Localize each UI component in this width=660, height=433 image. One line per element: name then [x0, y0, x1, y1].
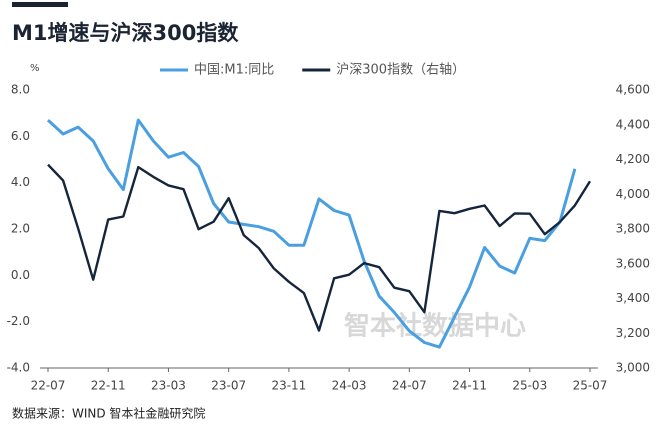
- title-bar: [12, 2, 68, 7]
- y-tick-label: 4.0: [11, 175, 30, 189]
- y-tick-label: 8.0: [11, 83, 30, 97]
- y2-tick-label: 3,400: [616, 291, 650, 305]
- y-tick-label: -2.0: [7, 314, 30, 328]
- y2-tick-label: 3,000: [616, 361, 650, 375]
- x-tick-label: 23-07: [211, 379, 246, 393]
- x-tick-label: 25-03: [512, 379, 547, 393]
- y-tick-label: 6.0: [11, 129, 30, 143]
- y2-tick-label: 3,200: [616, 326, 650, 340]
- x-tick-label: 23-11: [271, 379, 306, 393]
- x-tick-label: 23-03: [151, 379, 186, 393]
- y2-tick-label: 4,000: [616, 187, 650, 201]
- series-line: [46, 118, 577, 349]
- watermark: 智本社数据中心: [344, 311, 526, 342]
- y-tick-label: 2.0: [11, 222, 30, 236]
- y-tick-label: -4.0: [7, 361, 30, 375]
- y2-tick-label: 4,200: [616, 152, 650, 166]
- source: 数据来源：WIND 智本社金融研究院: [12, 406, 205, 421]
- y-unit: %: [30, 63, 40, 74]
- x-tick-label: 22-11: [91, 379, 126, 393]
- series-line: [47, 163, 592, 332]
- legend-label: 中国:M1:同比: [194, 63, 274, 78]
- y2-tick-label: 3,600: [616, 256, 650, 270]
- y-tick-label: 0.0: [11, 268, 30, 282]
- y2-tick-label: 3,800: [616, 222, 650, 236]
- y2-tick-label: 4,400: [616, 117, 650, 131]
- chart-title: M1增速与沪深300指数: [12, 21, 239, 45]
- legend-label: 沪深300指数（右轴）: [336, 62, 465, 78]
- x-tick-label: 22-07: [31, 379, 66, 393]
- x-tick-label: 24-03: [332, 379, 367, 393]
- x-tick-label: 24-11: [452, 379, 487, 393]
- x-tick-label: 24-07: [392, 379, 427, 393]
- y2-tick-label: 4,600: [616, 83, 650, 97]
- x-tick-label: 25-07: [573, 379, 608, 393]
